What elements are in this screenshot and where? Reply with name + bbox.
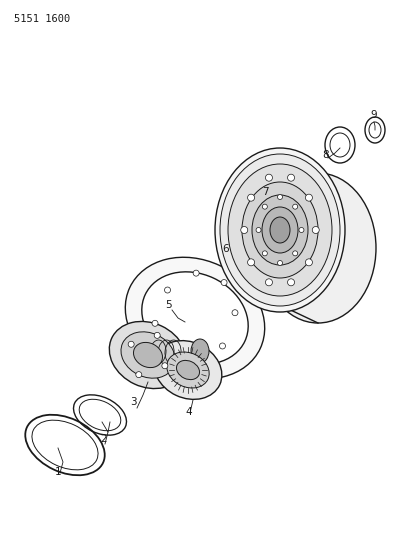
Ellipse shape xyxy=(162,363,168,369)
Ellipse shape xyxy=(220,154,340,306)
Text: 5: 5 xyxy=(165,300,172,310)
Ellipse shape xyxy=(154,333,160,338)
Ellipse shape xyxy=(248,259,255,266)
Polygon shape xyxy=(148,343,203,363)
Ellipse shape xyxy=(262,207,298,253)
Ellipse shape xyxy=(306,194,313,201)
Ellipse shape xyxy=(288,279,295,286)
Ellipse shape xyxy=(125,257,265,379)
Text: 5151 1600: 5151 1600 xyxy=(14,14,70,24)
Ellipse shape xyxy=(241,227,248,233)
Text: 8: 8 xyxy=(322,150,328,160)
Ellipse shape xyxy=(133,342,162,368)
Ellipse shape xyxy=(299,228,304,232)
Ellipse shape xyxy=(215,148,345,312)
Text: 7: 7 xyxy=(262,187,268,197)
Text: 3: 3 xyxy=(130,397,137,407)
Text: 1: 1 xyxy=(55,467,62,477)
Ellipse shape xyxy=(293,204,298,209)
Ellipse shape xyxy=(109,321,187,389)
Ellipse shape xyxy=(191,339,209,363)
Ellipse shape xyxy=(228,164,332,296)
Ellipse shape xyxy=(312,227,319,233)
Ellipse shape xyxy=(128,341,134,348)
Ellipse shape xyxy=(252,195,308,265)
Ellipse shape xyxy=(220,343,226,349)
Ellipse shape xyxy=(262,204,267,209)
Ellipse shape xyxy=(142,272,248,364)
Ellipse shape xyxy=(177,360,200,379)
Text: 2: 2 xyxy=(100,434,106,444)
Ellipse shape xyxy=(277,195,282,199)
Ellipse shape xyxy=(154,341,222,399)
Ellipse shape xyxy=(121,332,175,378)
Text: 6: 6 xyxy=(222,244,228,254)
Ellipse shape xyxy=(193,270,199,276)
Ellipse shape xyxy=(232,310,238,316)
Ellipse shape xyxy=(262,251,267,256)
Ellipse shape xyxy=(306,259,313,266)
Ellipse shape xyxy=(163,351,169,357)
Ellipse shape xyxy=(164,287,171,293)
Ellipse shape xyxy=(242,182,318,278)
Ellipse shape xyxy=(167,352,209,388)
Ellipse shape xyxy=(260,173,376,323)
Ellipse shape xyxy=(288,174,295,181)
Text: 9: 9 xyxy=(370,110,377,120)
Text: 4: 4 xyxy=(185,407,192,417)
Ellipse shape xyxy=(266,174,273,181)
Ellipse shape xyxy=(277,261,282,265)
Ellipse shape xyxy=(136,372,142,378)
Ellipse shape xyxy=(266,279,273,286)
Ellipse shape xyxy=(256,228,261,232)
Ellipse shape xyxy=(248,194,255,201)
Ellipse shape xyxy=(293,251,298,256)
Ellipse shape xyxy=(221,279,227,286)
Ellipse shape xyxy=(152,320,158,326)
Ellipse shape xyxy=(191,360,197,366)
Ellipse shape xyxy=(270,217,290,243)
